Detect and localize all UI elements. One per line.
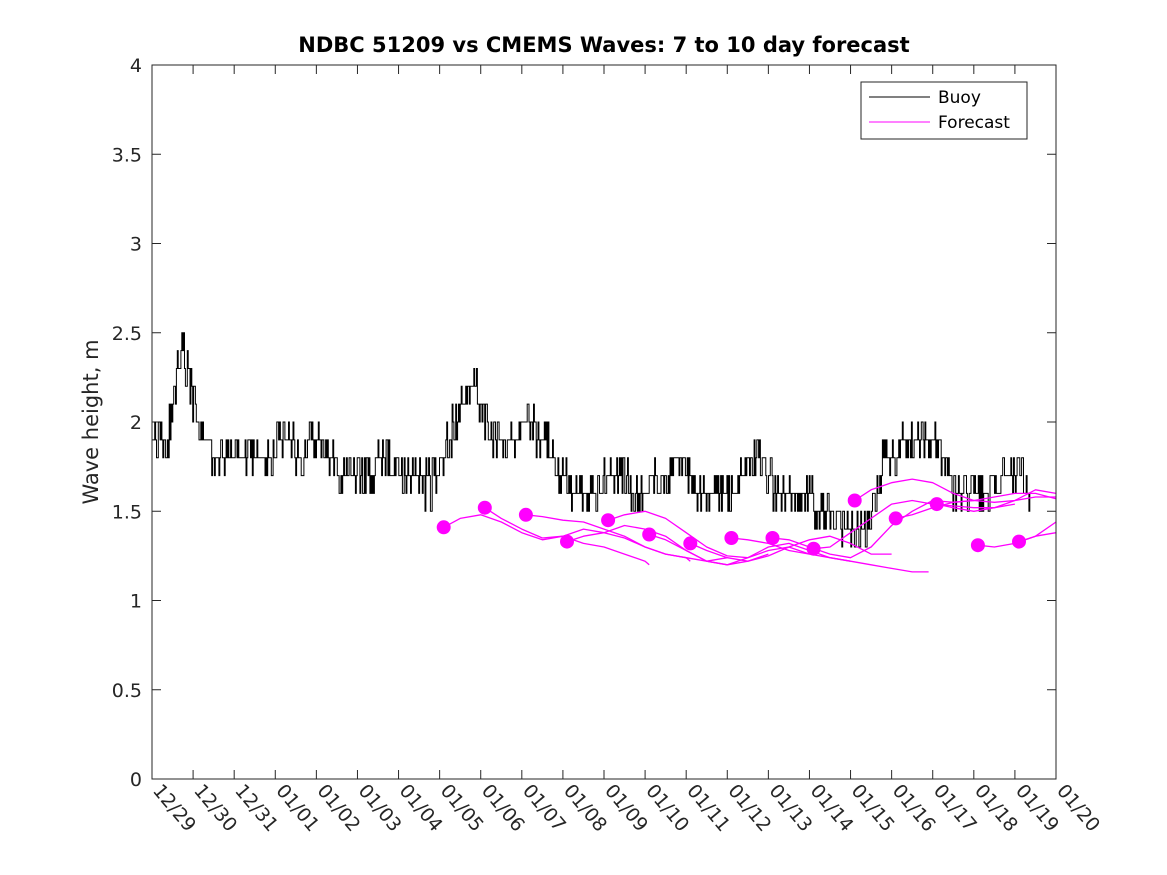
forecast-marker	[806, 541, 821, 556]
forecast-run-line	[854, 478, 1057, 502]
legend-box	[860, 81, 1028, 140]
plot-frame	[151, 64, 1057, 780]
y-axis-title: Wave height, m	[79, 339, 103, 504]
forecast-marker	[765, 531, 780, 545]
y-tick-label: 1.5	[112, 501, 142, 523]
forecast-marker	[888, 511, 903, 526]
forecast-marker	[560, 534, 574, 549]
forecast-marker	[724, 531, 739, 545]
buoy-series	[152, 332, 1031, 548]
forecast-run-line	[607, 510, 810, 559]
y-tick-label: 2	[130, 412, 142, 434]
forecast-markers	[436, 493, 1026, 556]
forecast-marker	[436, 520, 451, 535]
legend: Buoy Forecast	[860, 81, 1028, 140]
forecast-run-line	[895, 496, 1056, 520]
forecast-run-line	[813, 499, 1016, 550]
y-tick-label: 3.5	[112, 144, 142, 166]
forecast-marker	[847, 493, 862, 508]
y-tick-label: 0.5	[112, 680, 142, 702]
forecast-marker	[642, 527, 657, 542]
forecast-run-line	[566, 524, 769, 566]
buoy-line	[152, 332, 1031, 548]
forecast-marker	[601, 513, 616, 528]
forecast-marker	[1012, 534, 1026, 549]
chart-title: NDBC 51209 vs CMEMS Waves: 7 to 10 day f…	[298, 33, 909, 57]
forecast-run-line	[443, 514, 650, 566]
forecast-run-line	[525, 514, 728, 562]
forecast-marker	[970, 538, 985, 553]
forecast-marker	[477, 500, 492, 515]
y-tick-label: 4	[130, 55, 142, 77]
forecast-run-line	[936, 489, 1057, 512]
y-axis: 0 0.5 1 1.5 2 2.5 3 3.5 4	[112, 55, 1056, 791]
forecast-run-line	[690, 535, 892, 562]
forecast-marker	[683, 536, 698, 551]
y-tick-label: 3	[130, 234, 142, 256]
legend-forecast-label: Forecast	[938, 113, 1010, 133]
forecast-marker	[518, 507, 533, 522]
y-tick-label: 2.5	[112, 323, 142, 345]
legend-buoy-label: Buoy	[938, 88, 981, 108]
forecast-run-line	[731, 537, 929, 573]
forecast-marker	[929, 497, 944, 512]
y-tick-label: 1	[130, 591, 142, 613]
y-tick-label: 0	[130, 769, 142, 791]
plot-area	[152, 65, 1056, 779]
